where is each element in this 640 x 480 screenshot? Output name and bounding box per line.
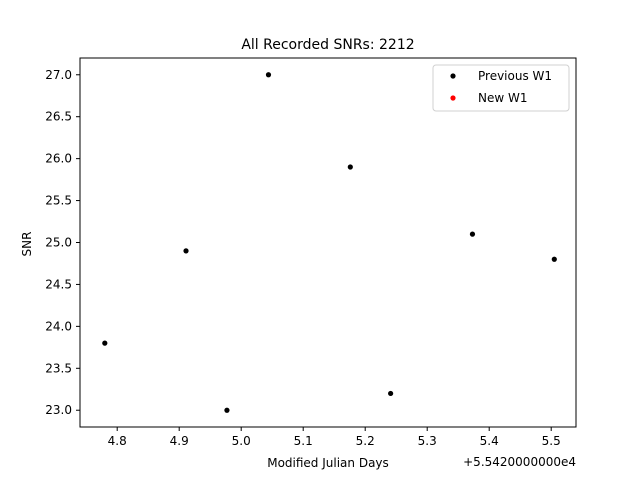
data-point	[347, 164, 353, 170]
data-point	[224, 407, 230, 413]
data-point	[265, 72, 272, 78]
y-tick-label: 26.0	[45, 152, 72, 166]
data-point	[388, 390, 394, 397]
data-point	[551, 256, 557, 262]
y-tick-label: 23.0	[45, 403, 72, 417]
y-tick-label: 24.0	[45, 319, 72, 333]
y-tick-label: 25.5	[45, 194, 72, 208]
x-tick-label: 4.8	[108, 434, 127, 448]
x-tick-label: 5.3	[418, 434, 437, 448]
x-tick-label: 5.5	[542, 434, 561, 448]
legend-box	[432, 64, 570, 112]
x-tick-label: 5.2	[356, 434, 375, 448]
axes: 4.8 4.9 5.0 5.1 5.2 5.3 5.4 5.5 23.0 23.5 24.0 24.5…	[45, 57, 577, 448]
x-tick-label: 5.1	[294, 434, 313, 448]
y-axis-label: SNR	[20, 232, 34, 257]
data-point	[183, 248, 189, 254]
x-tick-label: 5.4	[480, 434, 499, 448]
y-tick-label: 24.5	[45, 277, 72, 291]
plot-area	[102, 72, 557, 413]
legend-label: New W1	[478, 91, 528, 105]
y-tick-label: 27.0	[45, 68, 72, 82]
legend: Previous W1 New W1	[432, 64, 570, 112]
y-tick-label: 23.5	[45, 361, 72, 375]
data-point	[102, 340, 108, 346]
x-axis-offset-label: +5.5420000000e4	[463, 455, 576, 469]
legend-marker	[450, 73, 456, 79]
x-axis-label: Modified Julian Days	[267, 456, 389, 470]
x-tick-label: 4.9	[170, 434, 189, 448]
chart-title: All Recorded SNRs: 2212	[241, 37, 414, 53]
x-tick-label: 5.0	[232, 434, 251, 448]
y-tick-label: 25.0	[45, 236, 72, 250]
legend-marker	[450, 95, 456, 101]
legend-label: Previous W1	[478, 69, 552, 83]
data-point	[469, 231, 476, 237]
y-tick-label: 26.5	[45, 110, 72, 124]
axes-frame	[79, 57, 577, 428]
